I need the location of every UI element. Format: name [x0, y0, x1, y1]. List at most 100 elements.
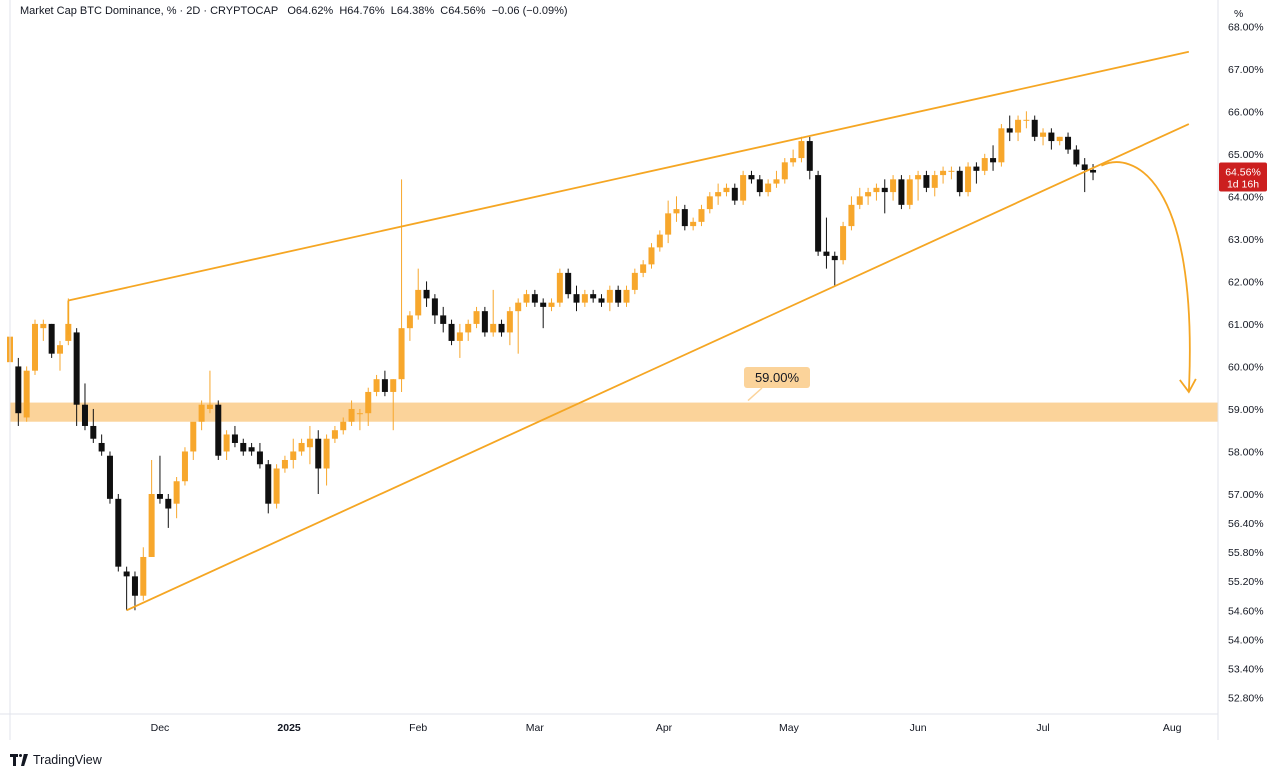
candle — [190, 421, 197, 460]
candle-body — [456, 332, 463, 341]
candle — [81, 383, 88, 431]
candle-body — [265, 464, 272, 504]
candle-body — [431, 298, 438, 316]
candle — [123, 566, 130, 611]
candle-body — [56, 345, 63, 354]
candle-body — [656, 234, 663, 248]
ohlc-high-label: H — [339, 5, 348, 17]
candle — [623, 285, 630, 307]
candle-body — [890, 179, 897, 193]
candle — [198, 400, 205, 431]
candle-body — [223, 434, 230, 452]
candle — [398, 179, 405, 392]
candle — [1006, 115, 1013, 142]
candle-body — [898, 179, 905, 205]
candle — [656, 230, 663, 252]
candle — [531, 289, 538, 307]
candle — [181, 447, 188, 486]
time-tick-label: Aug — [1163, 722, 1182, 734]
candle-body — [690, 221, 697, 227]
price-tick-label: 62.00% — [1228, 276, 1264, 288]
candle-body — [606, 289, 613, 303]
price-tick-label: 57.00% — [1228, 489, 1264, 501]
candle-body — [148, 494, 155, 557]
candle — [15, 357, 22, 426]
candle-body — [706, 196, 713, 210]
candle-body — [181, 451, 188, 482]
candle-body — [81, 404, 88, 426]
candle-body — [1048, 132, 1055, 142]
candle-body — [90, 425, 97, 439]
candle-body — [440, 315, 447, 324]
candle-body — [256, 451, 263, 465]
candle — [1056, 136, 1063, 146]
candle-body — [698, 209, 705, 222]
candle — [590, 289, 597, 303]
candle-body — [48, 323, 55, 354]
candle — [415, 268, 422, 320]
candle — [523, 289, 530, 307]
upper-trendline — [68, 50, 1190, 302]
candle-body — [1081, 164, 1088, 170]
candle — [1090, 164, 1097, 181]
candle — [240, 438, 247, 456]
ohlc-close-label: C — [440, 5, 449, 17]
price-tick-label: 58.00% — [1228, 446, 1264, 458]
candle-body — [765, 183, 772, 193]
time-tick-label: Mar — [526, 722, 545, 734]
candle-body — [581, 294, 588, 303]
ohlc-high-value: 64.76% — [347, 5, 385, 17]
candle-body — [681, 209, 688, 227]
current-price-tag: 64.56%1d 16h — [1219, 162, 1267, 192]
candle — [148, 459, 155, 557]
candle — [423, 281, 430, 307]
price-tick-label: 68.00% — [1228, 21, 1264, 33]
candle-body — [356, 413, 363, 415]
candle — [115, 494, 122, 572]
candle-body — [840, 226, 847, 261]
candle — [298, 438, 305, 456]
candle — [765, 179, 772, 197]
candle-body — [1056, 136, 1063, 142]
candle-body — [790, 158, 797, 163]
candle-body — [565, 272, 572, 295]
candle — [973, 162, 980, 184]
candle-body — [523, 294, 530, 303]
symbol-title: Market Cap BTC Dominance, % · 2D · CRYPT… — [20, 5, 279, 17]
candle-body — [273, 468, 280, 504]
candle-body — [473, 311, 480, 324]
candle-body — [881, 187, 888, 193]
candle — [356, 408, 363, 431]
candle-body — [1040, 132, 1047, 137]
candle-body — [231, 434, 238, 443]
brand-name: TradingView — [33, 753, 102, 767]
candle-body — [915, 175, 922, 180]
candle — [140, 547, 147, 601]
candle — [906, 175, 913, 210]
candle — [640, 260, 647, 278]
candle-body — [23, 370, 30, 418]
candle — [806, 136, 813, 180]
price-axis-unit: % — [1234, 8, 1243, 20]
candle — [1040, 128, 1047, 146]
candle-body — [131, 576, 138, 596]
candle — [1023, 111, 1030, 129]
candle-body — [173, 481, 180, 504]
support-zone-label-pointer — [747, 387, 763, 402]
candle — [581, 289, 588, 307]
time-tick-label: 2025 — [277, 722, 301, 734]
candle-body — [798, 141, 805, 159]
candle — [856, 187, 863, 210]
candle — [798, 136, 805, 163]
candle — [948, 166, 955, 180]
candle — [990, 145, 997, 171]
candle — [1048, 128, 1055, 150]
candle — [515, 298, 522, 354]
candle-body — [1065, 136, 1072, 150]
candle-body — [298, 442, 305, 452]
candle — [173, 476, 180, 519]
price-tick-label: 67.00% — [1228, 64, 1264, 76]
candle — [306, 425, 313, 465]
candle-body — [40, 323, 47, 329]
